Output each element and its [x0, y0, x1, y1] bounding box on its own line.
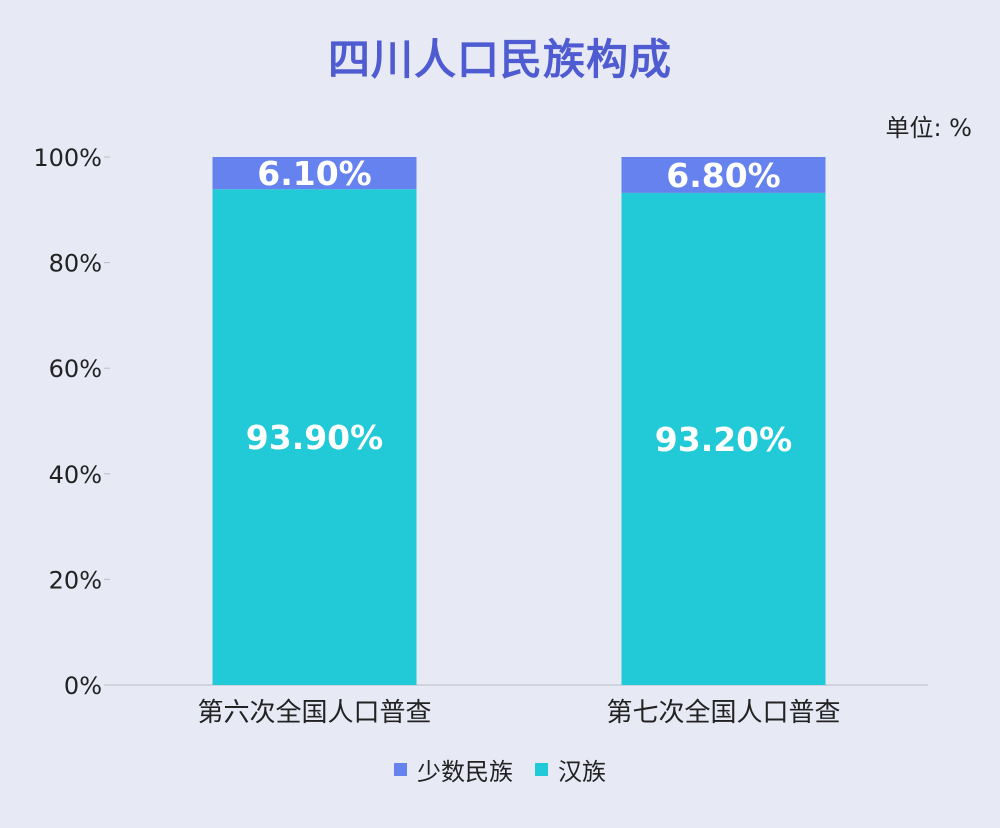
legend: 少数民族 汉族 [0, 752, 1000, 787]
unit-label: 单位: % [885, 114, 972, 142]
y-tick-label: 0% [64, 672, 102, 700]
y-tick-label: 100% [33, 144, 102, 172]
bar-segment [212, 157, 417, 190]
y-tick-label: 80% [49, 250, 102, 278]
legend-swatch-han [535, 763, 548, 776]
bar-segment [212, 189, 417, 685]
data-label: 93.20% [655, 420, 792, 459]
x-tick-label: 第七次全国人口普查 [606, 698, 840, 728]
bar-segment [621, 192, 826, 686]
data-label: 93.90% [246, 418, 383, 457]
y-tick-label: 60% [49, 355, 102, 383]
legend-label-han: 汉族 [558, 758, 606, 786]
legend-label-minority: 少数民族 [417, 758, 513, 786]
y-tick-label: 40% [49, 461, 102, 489]
legend-item-minority[interactable]: 少数民族 [394, 752, 513, 787]
data-label: 6.80% [666, 156, 781, 195]
bar-segment [621, 157, 826, 193]
x-tick-label: 第六次全国人口普查 [197, 698, 431, 728]
legend-item-han[interactable]: 汉族 [535, 752, 606, 787]
legend-swatch-minority [394, 763, 407, 776]
chart-title: 四川人口民族构成 [327, 35, 672, 84]
y-tick-label: 20% [49, 566, 102, 594]
data-label: 6.10% [257, 154, 372, 193]
